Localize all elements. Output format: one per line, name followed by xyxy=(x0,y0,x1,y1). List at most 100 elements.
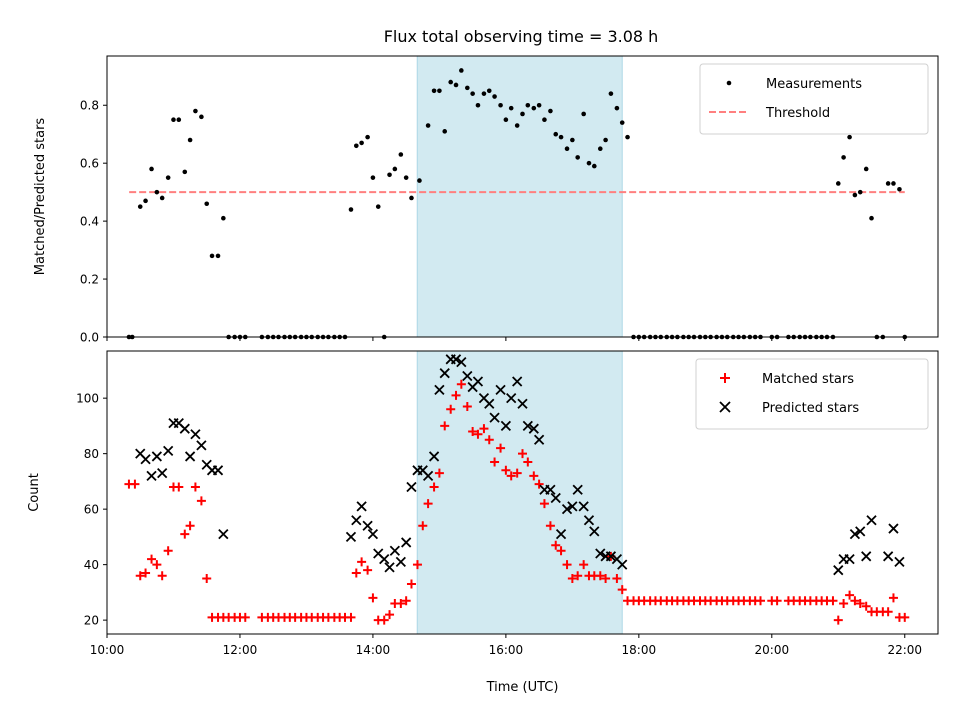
data-point xyxy=(885,181,891,186)
data-point xyxy=(130,479,140,489)
data-point xyxy=(190,482,200,492)
data-point xyxy=(847,134,852,140)
data-point xyxy=(385,610,395,620)
data-point xyxy=(545,484,556,495)
data-point xyxy=(135,571,145,581)
data-point xyxy=(184,451,196,462)
data-point xyxy=(579,560,589,570)
data-point xyxy=(345,531,357,543)
data-point xyxy=(608,91,614,96)
data-point xyxy=(403,175,409,180)
data-point xyxy=(866,515,877,526)
data-point xyxy=(849,528,861,540)
data-point xyxy=(595,571,605,581)
data-point xyxy=(418,521,428,531)
legend-marker xyxy=(719,401,731,413)
data-point xyxy=(861,601,871,611)
data-point xyxy=(567,501,578,512)
data-point xyxy=(199,114,204,120)
data-point xyxy=(501,465,511,475)
data-point xyxy=(423,499,433,509)
data-point xyxy=(558,134,564,140)
data-point xyxy=(496,443,506,453)
data-point xyxy=(212,465,224,476)
data-point xyxy=(489,412,500,423)
data-point xyxy=(894,556,905,567)
data-point xyxy=(888,523,899,534)
data-point xyxy=(379,615,389,625)
data-point xyxy=(479,424,489,434)
data-point xyxy=(900,612,910,622)
legend: Matched stars Predicted stars xyxy=(695,358,929,430)
data-point xyxy=(425,123,431,128)
data-point xyxy=(567,574,577,584)
x-axis-label: Time (UTC) xyxy=(486,680,559,695)
data-point xyxy=(470,91,475,96)
data-point xyxy=(625,134,630,140)
data-point xyxy=(533,434,545,445)
data-point xyxy=(498,102,503,108)
data-point xyxy=(462,401,472,411)
data-point xyxy=(561,504,573,515)
data-point xyxy=(553,131,559,137)
data-point xyxy=(434,384,445,395)
data-point xyxy=(370,175,376,180)
y-tick-label: 0.0 xyxy=(80,331,99,345)
y-tick-label: 60 xyxy=(84,503,99,517)
data-point xyxy=(434,468,444,478)
data-point xyxy=(833,615,843,625)
data-point xyxy=(601,574,611,584)
data-point xyxy=(605,551,617,562)
data-point xyxy=(387,172,392,178)
data-point xyxy=(522,420,533,432)
data-point xyxy=(165,175,171,180)
data-point xyxy=(828,596,838,606)
data-point xyxy=(572,484,583,495)
legend-box xyxy=(699,63,929,135)
data-point xyxy=(465,85,470,91)
data-point xyxy=(614,105,620,111)
chart-title: Flux total observing time = 3.08 h xyxy=(384,27,659,46)
data-point xyxy=(506,393,517,404)
data-point xyxy=(472,376,484,387)
data-point xyxy=(534,479,544,489)
data-point xyxy=(512,376,523,387)
data-point xyxy=(536,102,542,108)
shaded-interval xyxy=(416,350,623,635)
data-point xyxy=(453,82,459,88)
data-point xyxy=(861,551,872,562)
data-point xyxy=(185,521,195,531)
data-point xyxy=(143,198,148,204)
data-point xyxy=(146,470,157,481)
data-point xyxy=(354,143,359,149)
data-point xyxy=(473,429,483,439)
data-point xyxy=(486,88,492,94)
data-point xyxy=(389,545,400,556)
y-tick-label: 100 xyxy=(76,392,99,406)
data-point xyxy=(841,155,846,160)
y-tick-label: 40 xyxy=(84,558,99,572)
data-point xyxy=(149,166,154,172)
data-point xyxy=(437,88,442,94)
data-point xyxy=(368,593,378,603)
data-point xyxy=(140,454,151,465)
data-point xyxy=(163,546,173,556)
data-point xyxy=(863,166,869,172)
data-point xyxy=(174,482,184,492)
data-point xyxy=(562,560,572,570)
data-point xyxy=(362,520,373,531)
data-point xyxy=(215,253,221,259)
series-predicted-stars xyxy=(135,354,905,576)
legend-label: Matched stars xyxy=(762,372,854,387)
data-point xyxy=(844,553,855,565)
data-point xyxy=(531,105,537,111)
data-point xyxy=(512,468,522,478)
legend-marker xyxy=(720,373,730,383)
data-point xyxy=(406,481,417,493)
data-point xyxy=(196,440,207,451)
legend-label: Measurements xyxy=(766,77,862,92)
y-tick-label: 0.8 xyxy=(80,99,99,113)
axes-frame xyxy=(106,55,939,338)
x-tick-label: 12:00 xyxy=(223,643,258,657)
data-point xyxy=(179,423,190,434)
